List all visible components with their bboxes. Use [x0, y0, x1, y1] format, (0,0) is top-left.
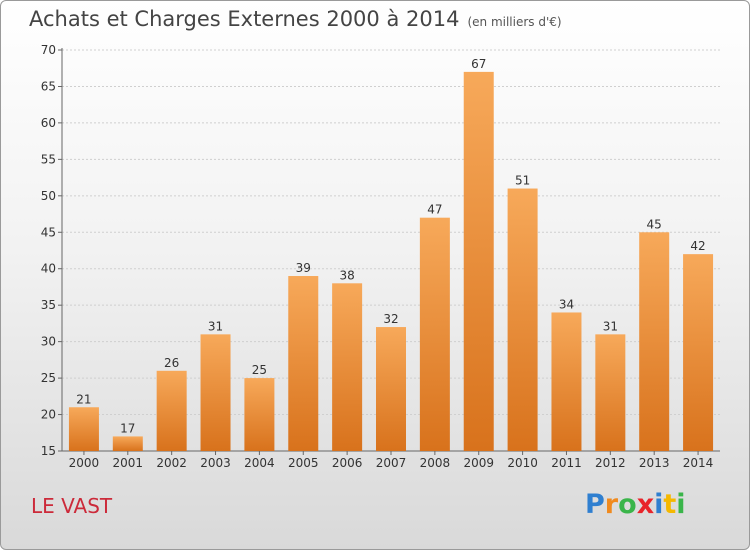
bar — [551, 312, 582, 451]
bar — [639, 232, 670, 451]
chart-unit: (en milliers d'€) — [467, 15, 562, 29]
bar — [156, 370, 187, 451]
y-tick-label: 55 — [41, 152, 56, 166]
y-tick-label: 25 — [41, 371, 56, 385]
x-tick-label: 2008 — [420, 456, 451, 470]
logo-letter: P — [585, 489, 605, 520]
logo-letter: o — [618, 489, 637, 520]
logo-letter: r — [604, 489, 619, 520]
data-label: 51 — [515, 174, 530, 188]
y-tick-label: 20 — [41, 408, 56, 422]
data-label: 32 — [383, 312, 398, 326]
y-tick-label: 50 — [41, 189, 56, 203]
data-label: 47 — [427, 203, 442, 217]
data-label: 38 — [339, 268, 354, 282]
y-tick-label: 15 — [41, 444, 56, 458]
data-label: 21 — [76, 392, 91, 406]
x-tick-label: 2004 — [244, 456, 275, 470]
bar — [200, 334, 231, 451]
data-label: 67 — [471, 57, 486, 71]
bar — [68, 407, 99, 451]
data-label: 25 — [252, 363, 267, 377]
place-name: LE VAST — [31, 494, 113, 518]
x-tick-label: 2002 — [156, 456, 187, 470]
x-tick-label: 2007 — [376, 456, 407, 470]
data-label: 42 — [690, 239, 705, 253]
bar — [244, 378, 275, 451]
data-label: 31 — [603, 319, 618, 333]
data-label: 39 — [296, 261, 311, 275]
x-tick-label: 2009 — [463, 456, 494, 470]
bar — [683, 254, 714, 451]
bar — [463, 71, 494, 451]
chart-title-text: Achats et Charges Externes 2000 à 2014 — [29, 7, 460, 31]
y-tick-label: 65 — [41, 79, 56, 93]
bar — [332, 283, 363, 451]
y-tick-label: 30 — [41, 335, 56, 349]
chart-title: Achats et Charges Externes 2000 à 2014 (e… — [29, 7, 562, 31]
bar — [595, 334, 626, 451]
bar — [112, 436, 143, 451]
x-tick-label: 2006 — [332, 456, 363, 470]
data-label: 34 — [559, 297, 574, 311]
x-tick-label: 2010 — [507, 456, 538, 470]
data-label: 17 — [120, 421, 135, 435]
logo-letter: x — [636, 489, 655, 520]
y-tick-label: 45 — [41, 225, 56, 239]
data-label: 45 — [647, 217, 662, 231]
bar — [507, 188, 538, 451]
logo-letter: i — [676, 489, 686, 520]
x-tick-label: 2011 — [551, 456, 582, 470]
logo-letter: t — [663, 489, 677, 520]
proxiti-logo: Proxiti — [585, 489, 686, 520]
data-label: 26 — [164, 356, 179, 370]
y-tick-label: 70 — [41, 43, 56, 57]
x-tick-label: 2003 — [200, 456, 231, 470]
y-tick-label: 40 — [41, 262, 56, 276]
x-tick-label: 2001 — [113, 456, 144, 470]
x-tick-label: 2000 — [69, 456, 100, 470]
bars — [68, 71, 714, 451]
data-label: 31 — [208, 319, 223, 333]
bar — [376, 327, 406, 451]
bar — [288, 276, 319, 451]
y-tick-label: 35 — [41, 298, 56, 312]
bar — [419, 217, 450, 451]
x-tick-label: 2014 — [683, 456, 714, 470]
x-tick-label: 2013 — [639, 456, 670, 470]
labels: 15 20 25 30 35 40 45 50 55 60 65 70 21 2000 17 2001 26 20… — [41, 43, 714, 470]
x-tick-label: 2012 — [595, 456, 626, 470]
x-tick-label: 2005 — [288, 456, 319, 470]
logo-letter: i — [654, 489, 664, 520]
y-tick-label: 60 — [41, 116, 56, 130]
